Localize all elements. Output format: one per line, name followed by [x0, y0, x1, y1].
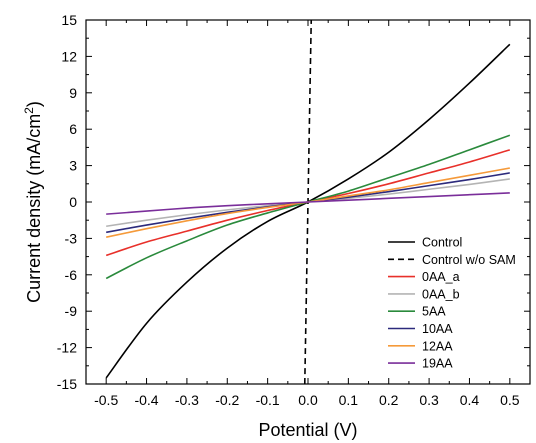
y-axis-title: Current density (mA/cm2) [22, 101, 44, 303]
x-tick-label: 0.3 [419, 392, 439, 408]
legend-label-19aa: 19AA [422, 357, 453, 371]
legend-label-5aa: 5AA [422, 305, 446, 319]
y-axis-title-close: ) [24, 101, 44, 107]
y-axis-title-main: Current density (mA/cm [24, 114, 44, 303]
x-tick-label: -0.4 [134, 392, 158, 408]
legend-label-0aa-b: 0AA_b [422, 287, 460, 301]
x-tick-label: 0.5 [500, 392, 520, 408]
y-tick-label: 3 [69, 158, 77, 174]
y-tick-label: -3 [65, 230, 78, 246]
y-tick-label: -15 [57, 376, 77, 392]
y-tick-label: 15 [61, 12, 77, 28]
x-tick-label: -0.2 [215, 392, 239, 408]
axis-ticks [86, 19, 530, 385]
axis-tick-labels: -0.5 -0.4 -0.3 -0.2 -0.1 0.0 0.1 0.2 0.3 0.4 0.5 -1… [57, 12, 520, 408]
legend-label-control-w-o-sam: Control w/o SAM [422, 253, 516, 267]
y-tick-label: 12 [61, 48, 77, 64]
legend-label-control: Control [422, 236, 462, 250]
x-tick-label: 0.0 [298, 392, 318, 408]
legend-label-10aa: 10AA [422, 322, 453, 336]
y-tick-label: 0 [69, 194, 77, 210]
y-tick-label: -6 [65, 267, 78, 283]
x-tick-label: -0.5 [94, 392, 118, 408]
y-tick-label: 9 [69, 85, 77, 101]
series-lines [105, 19, 511, 385]
y-axis-title-superscript: 2 [22, 107, 36, 114]
y-tick-label: 6 [69, 121, 77, 137]
x-tick-label: -0.3 [175, 392, 199, 408]
legend: Control Control w/o SAM 0AA_a 0AA_b 5AA 10AA 1… [388, 236, 516, 371]
series-line-19aa [106, 192, 510, 215]
y-tick-label: -9 [65, 303, 78, 319]
x-tick-label: 0.1 [339, 392, 359, 408]
x-tick-label: -0.1 [256, 392, 280, 408]
x-tick-label: 0.4 [460, 392, 480, 408]
x-axis-title: Potential (V) [258, 420, 357, 440]
legend-label-12aa: 12AA [422, 339, 453, 353]
legend-label-0aa-a: 0AA_a [422, 270, 460, 284]
x-tick-label: 0.2 [379, 392, 399, 408]
y-tick-label: -12 [57, 340, 77, 356]
